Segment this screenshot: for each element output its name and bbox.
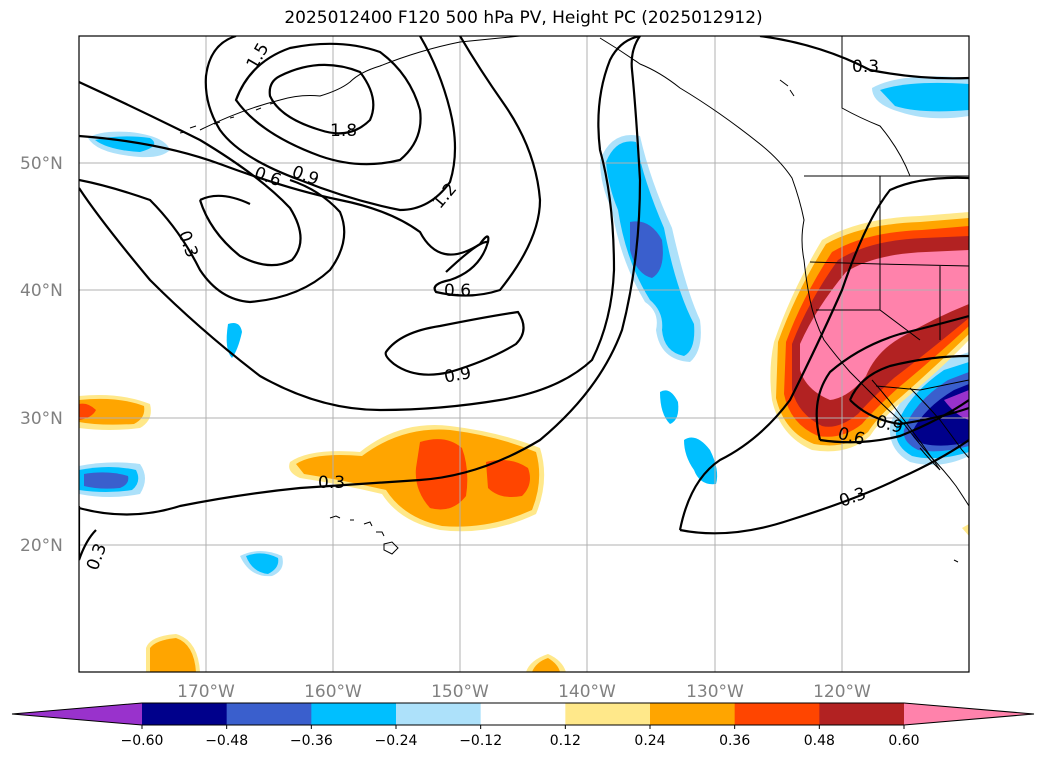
contour-0.3-south-east — [678, 176, 969, 531]
contour-label-7: 0.6 — [444, 281, 471, 301]
lon-label-170w: 170°W — [177, 682, 235, 702]
colorbar-segment — [396, 703, 482, 725]
colorbar-segment — [311, 703, 397, 725]
contour-0.3-large — [79, 36, 641, 412]
colorbar-extend-low — [12, 703, 142, 725]
colorbar-segment — [734, 703, 820, 725]
lat-label-40n: 40°N — [20, 281, 63, 301]
contour-label-2: 1.8 — [330, 121, 357, 141]
longitude-labels: 170°W 160°W 150°W 140°W 130°W 120°W — [177, 682, 871, 702]
colorbar-tick-label: −0.24 — [375, 733, 418, 749]
east-edge-islands — [779, 79, 959, 563]
colorbar: −0.60 −0.48 −0.36 −0.24 −0.12 0.12 0.24 0.36 0.4… — [11, 702, 1035, 749]
colorbar-tick-label: 0.24 — [634, 733, 665, 749]
contour-0.6-east-2 — [819, 399, 969, 444]
lon-label-140w: 140°W — [558, 682, 616, 702]
neg-anomaly-small-west — [226, 323, 242, 358]
colorbar-tick-label: 0.36 — [719, 733, 750, 749]
coastlines — [179, 36, 969, 563]
map-frame — [78, 35, 970, 673]
latitude-labels: 50°N 40°N 30°N 20°N — [20, 154, 63, 556]
contour-0.6-mid — [445, 240, 489, 273]
contour-1.5 — [234, 42, 422, 166]
contour-0.6-north — [79, 81, 302, 267]
colorbar-segment — [480, 703, 566, 725]
contour-0.9-east — [848, 354, 969, 426]
colorbar-tick-label: −0.12 — [459, 733, 502, 749]
us-state-border-2 — [816, 264, 941, 341]
us-mexico-border — [875, 379, 969, 391]
pos-anomaly-west-edge-inner — [79, 403, 96, 420]
lat-label-20n: 20°N — [20, 536, 63, 556]
pos-anomaly-central-pacific-inner-2 — [486, 460, 530, 497]
pos-anomaly-south-middle-core — [532, 658, 560, 672]
colorbar-tick-label: −0.48 — [205, 733, 248, 749]
map-panel: 1.5 1.8 0.6 0.9 1.2 0.3 0.6 0.9 0.3 0.3 … — [79, 36, 969, 672]
colorbar-tick-label: 0.60 — [888, 733, 919, 749]
pos-anomaly-south-edge-core — [150, 638, 196, 672]
colorbar-tick-label: 0.48 — [804, 733, 835, 749]
contour-0.9-mid — [384, 310, 525, 376]
colorbar-tick-label: −0.36 — [290, 733, 333, 749]
pos-anomaly-small-east-edge — [962, 524, 969, 536]
contour-0.3-east — [759, 36, 969, 80]
contour-0.3-south-east-2 — [679, 439, 969, 535]
hawaii-islands — [329, 515, 399, 555]
colorbar-segment — [226, 703, 312, 725]
colorbar-extend-high — [904, 703, 1034, 725]
contour-0.6-east — [815, 314, 969, 441]
neg-anomaly-baja-5 — [944, 390, 969, 420]
pos-anomaly-central-pacific-inner-1 — [415, 439, 468, 510]
baja-california — [871, 379, 941, 471]
contour-1.8 — [268, 63, 375, 135]
colorbar-segment — [565, 703, 651, 725]
neg-anomaly-small-mid-1 — [660, 390, 679, 424]
colorbar-segment — [819, 703, 905, 725]
neg-anomaly-small-mid-2 — [684, 437, 718, 485]
map-gridlines — [79, 36, 969, 672]
contour-label-6: 0.3 — [852, 57, 879, 77]
height-contours — [79, 36, 969, 561]
neg-anomaly-gulf-alaska-east-core — [880, 82, 969, 112]
neg-anomaly-south-small-core — [246, 553, 279, 574]
contour-0.9-north — [79, 36, 542, 297]
lon-label-160w: 160°W — [304, 682, 362, 702]
north-america-west-coast — [599, 37, 969, 507]
alaska-canada-border — [841, 36, 911, 177]
contour-0.3-south — [79, 36, 642, 516]
colorbar-segment — [142, 703, 228, 725]
lat-label-50n: 50°N — [20, 154, 63, 174]
neg-anomaly-west-edge-inner — [84, 472, 129, 489]
neg-anomaly-aleutian-west-core — [95, 136, 155, 152]
lon-label-130w: 130°W — [686, 682, 744, 702]
contour-label-8: 0.9 — [443, 363, 473, 387]
lon-label-150w: 150°W — [431, 682, 489, 702]
map-title: 2025012400 F120 500 hPa PV, Height PC (2… — [284, 8, 763, 28]
colorbar-tick-label: −0.60 — [121, 733, 164, 749]
lon-label-120w: 120°W — [813, 682, 871, 702]
gulf-california-coast — [909, 387, 969, 459]
contour-0.6-loop — [79, 178, 346, 304]
colorbar-tick-label: 0.12 — [550, 733, 581, 749]
contour-label-10: 0.3 — [318, 473, 345, 493]
lat-label-30n: 30°N — [20, 409, 63, 429]
colorbar-segment — [650, 703, 736, 725]
contour-1.2 — [204, 36, 457, 212]
